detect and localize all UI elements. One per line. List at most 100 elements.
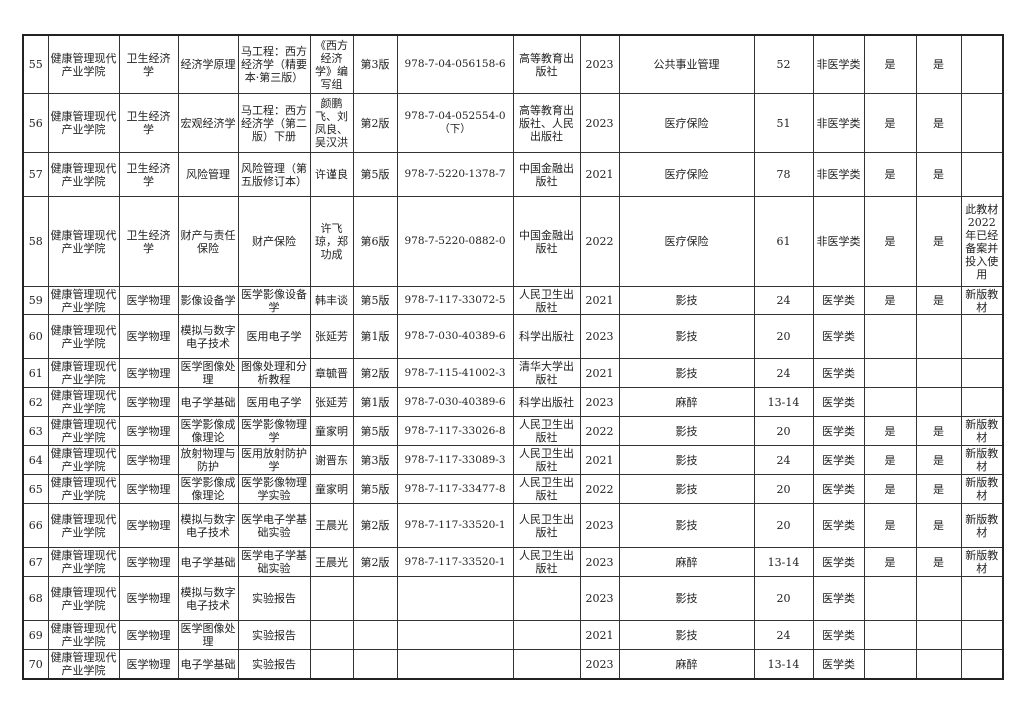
- cell-major-text: 影技: [675, 519, 698, 532]
- cell-no-text: 63: [28, 424, 43, 438]
- cell-year: 2023: [579, 576, 620, 621]
- cell-college: 健康管理现代产业学院: [47, 620, 120, 650]
- cell-textbook: 财产保险: [237, 196, 311, 287]
- cell-category-text: 医学类: [822, 395, 855, 409]
- cell-no: 58: [22, 196, 49, 287]
- cell-author-text: [311, 621, 353, 649]
- cell-category-text: 医学类: [822, 366, 855, 380]
- cell-note-text: 新版教材: [965, 447, 999, 473]
- cell-note: [960, 620, 1004, 650]
- cell-edition-text: 第2版: [360, 555, 390, 569]
- cell-major: 医疗保险: [618, 93, 755, 153]
- cell-c1-text: [865, 577, 916, 620]
- cell-textbook: 医学电子学基础实验: [237, 503, 311, 548]
- cell-note-text: [962, 388, 1003, 416]
- cell-college: 健康管理现代产业学院: [47, 34, 120, 94]
- cell-c1: 是: [863, 547, 917, 577]
- cell-c2-text: 是: [933, 168, 944, 181]
- cell-college-text: 健康管理现代产业学院: [50, 51, 117, 78]
- cell-textbook-text: 医学影像物理学: [241, 418, 307, 444]
- cell-course: 风险管理: [177, 152, 239, 197]
- cell-isbn-text: 978-7-117-33026-8: [404, 424, 506, 437]
- cell-dept-text: 卫生经济学: [126, 51, 171, 78]
- cell-category-text: 非医学类: [816, 168, 861, 181]
- cell-course-text: 电子学基础: [180, 395, 236, 409]
- cell-year-text: 2021: [585, 168, 614, 181]
- cell-publisher-text: 人民卫生出版社: [519, 418, 574, 444]
- cell-note-text: [962, 577, 1003, 620]
- cell-dept-text: 医学物理: [126, 366, 171, 380]
- cell-year: 2022: [579, 196, 620, 287]
- cell-edition-text: 第1版: [360, 330, 390, 343]
- cell-edition-text: 第5版: [360, 168, 390, 181]
- cell-author-text: 张延芳: [315, 330, 348, 343]
- cell-publisher: 中国金融出版社: [512, 196, 581, 287]
- cell-category: 医学类: [812, 547, 865, 577]
- cell-author-text: [311, 650, 353, 678]
- cell-major: 麻醉: [618, 547, 755, 577]
- table-row: 62 健康管理现代产业学院 医学物理 电子学基础 医用电子学 张延芳 第1版 978-7-03…: [22, 387, 1004, 417]
- cell-isbn-text: 978-7-04-056158-6: [404, 58, 506, 70]
- cell-publisher: 中国金融出版社: [512, 152, 581, 197]
- cell-course: 模拟与数字电子技术: [177, 576, 239, 621]
- cell-dept: 医学物理: [118, 416, 179, 446]
- cell-textbook: 医用电子学: [237, 387, 311, 417]
- cell-edition: 第5版: [352, 416, 398, 446]
- cell-note-text: [962, 36, 1003, 93]
- cell-college: 健康管理现代产业学院: [47, 387, 120, 417]
- cell-no-text: 64: [28, 453, 43, 467]
- cell-year: 2022: [579, 416, 620, 446]
- cell-dept: 卫生经济学: [118, 152, 179, 197]
- cell-textbook: 马工程：西方经济学（第二版）下册: [237, 93, 311, 153]
- cell-college: 健康管理现代产业学院: [47, 358, 120, 388]
- cell-c1-text: 是: [884, 168, 896, 181]
- cell-note: 此教材2022年已经备案并投入使用: [960, 196, 1004, 287]
- cell-note-text: [962, 621, 1003, 649]
- cell-author: 王晨光: [309, 547, 354, 577]
- cell-isbn-text: 978-7-030-40389-6: [404, 395, 506, 408]
- cell-course: 电子学基础: [177, 649, 239, 680]
- cell-college: 健康管理现代产业学院: [47, 416, 120, 446]
- cell-isbn-text: 978-7-030-40389-6: [404, 330, 506, 342]
- cell-category: 医学类: [812, 474, 865, 504]
- cell-publisher-text: 人民卫生出版社: [519, 549, 574, 575]
- cell-c2-text: [917, 359, 961, 387]
- cell-dept: 医学物理: [118, 503, 179, 548]
- cell-textbook-text: 医用电子学: [246, 395, 302, 409]
- cell-dept: 医学物理: [118, 387, 179, 417]
- cell-major-text: 影技: [675, 628, 698, 642]
- cell-isbn-text: [398, 650, 513, 678]
- cell-isbn: 978-7-117-33520-1: [396, 503, 514, 548]
- cell-hours: 24: [753, 620, 814, 650]
- cell-major: 医疗保险: [618, 196, 755, 287]
- cell-author-text: [311, 577, 353, 620]
- cell-c2: 是: [915, 34, 962, 94]
- cell-year: 2023: [579, 503, 620, 548]
- cell-category-text: 医学类: [822, 294, 855, 307]
- cell-major: 麻醉: [618, 649, 755, 680]
- cell-course: 宏观经济学: [177, 93, 239, 153]
- cell-c1-text: 是: [884, 424, 896, 438]
- cell-no-text: 57: [28, 168, 43, 181]
- cell-major: 影技: [618, 358, 755, 388]
- cell-college-text: 健康管理现代产业学院: [50, 323, 117, 350]
- cell-edition-text: 第5版: [360, 424, 390, 438]
- cell-hours: 20: [753, 314, 814, 359]
- cell-c1: [863, 387, 917, 417]
- cell-textbook-text: 马工程：西方经济学（精要本·第三版）: [241, 45, 307, 84]
- cell-c1-text: 是: [884, 58, 896, 71]
- cell-note-text: [962, 315, 1003, 358]
- cell-edition-text: 第5版: [360, 482, 390, 496]
- cell-edition-text: 第3版: [360, 58, 390, 71]
- cell-major: 影技: [618, 314, 755, 359]
- cell-hours-text: 61: [776, 235, 791, 248]
- cell-dept: 医学物理: [118, 286, 179, 315]
- cell-c2: 是: [915, 445, 962, 475]
- cell-textbook-text: 图像处理和分析教程: [241, 360, 307, 386]
- cell-category-text: 医学类: [822, 628, 855, 642]
- cell-course-text: 医学图像处理: [180, 622, 236, 648]
- cell-textbook-text: 医学影像物理学实验: [241, 476, 307, 502]
- cell-hours-text: 20: [776, 424, 791, 438]
- cell-dept-text: 医学物理: [126, 628, 171, 642]
- cell-category-text: 医学类: [822, 657, 855, 671]
